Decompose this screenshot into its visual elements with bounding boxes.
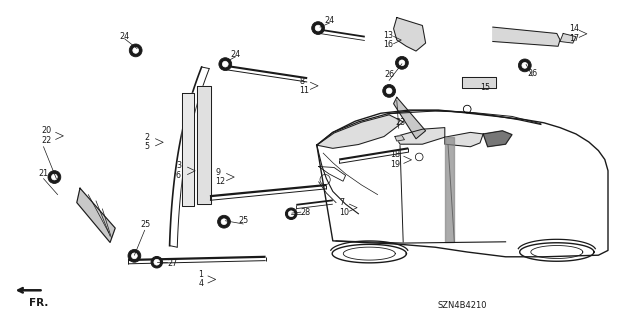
Polygon shape	[493, 27, 560, 46]
Text: 8
11: 8 11	[300, 77, 310, 95]
Polygon shape	[317, 115, 403, 148]
Text: 25: 25	[238, 216, 248, 225]
Text: 13
16: 13 16	[383, 31, 393, 49]
Polygon shape	[395, 136, 404, 141]
Text: 24: 24	[120, 32, 130, 41]
Ellipse shape	[48, 171, 61, 183]
Ellipse shape	[288, 211, 294, 217]
Text: 21: 21	[38, 169, 49, 178]
Ellipse shape	[133, 48, 139, 53]
Text: FR.: FR.	[29, 298, 48, 308]
Ellipse shape	[399, 60, 405, 66]
Ellipse shape	[221, 219, 227, 225]
Ellipse shape	[383, 85, 396, 97]
Polygon shape	[182, 93, 194, 206]
Polygon shape	[483, 131, 512, 147]
Ellipse shape	[396, 56, 408, 69]
Text: 2
5: 2 5	[144, 133, 149, 151]
Ellipse shape	[223, 61, 228, 67]
Ellipse shape	[522, 63, 527, 68]
Polygon shape	[394, 18, 426, 51]
Text: 27: 27	[168, 259, 178, 268]
Ellipse shape	[315, 25, 321, 31]
Ellipse shape	[154, 259, 160, 265]
Text: 26: 26	[384, 70, 394, 79]
Text: 18
19: 18 19	[390, 150, 401, 169]
Ellipse shape	[312, 22, 324, 34]
Text: 20
22: 20 22	[41, 126, 51, 145]
Text: 26: 26	[527, 69, 538, 78]
Ellipse shape	[219, 58, 232, 70]
Polygon shape	[445, 137, 454, 242]
Ellipse shape	[218, 215, 230, 228]
Text: 15: 15	[480, 83, 490, 92]
Ellipse shape	[132, 253, 138, 259]
Text: 14
17: 14 17	[570, 24, 580, 43]
Text: 9
12: 9 12	[215, 168, 225, 186]
Ellipse shape	[285, 208, 297, 219]
Polygon shape	[77, 188, 115, 242]
Text: SZN4B4210: SZN4B4210	[437, 301, 487, 310]
Ellipse shape	[128, 249, 141, 262]
Polygon shape	[396, 128, 445, 144]
Text: 24: 24	[324, 16, 335, 25]
Text: 25: 25	[141, 220, 151, 229]
Ellipse shape	[518, 59, 531, 72]
Text: 7
10: 7 10	[339, 198, 349, 217]
Ellipse shape	[387, 88, 392, 94]
Polygon shape	[197, 86, 211, 204]
Ellipse shape	[129, 44, 142, 57]
Text: 28: 28	[300, 208, 310, 217]
Polygon shape	[394, 97, 426, 139]
Polygon shape	[560, 33, 576, 43]
Text: 24: 24	[230, 50, 241, 59]
Text: 23: 23	[396, 118, 406, 127]
Ellipse shape	[151, 256, 163, 268]
Polygon shape	[462, 77, 496, 88]
Ellipse shape	[52, 174, 58, 180]
Polygon shape	[445, 132, 483, 147]
Text: 1
4: 1 4	[198, 270, 204, 288]
Text: 3
6: 3 6	[176, 161, 181, 180]
